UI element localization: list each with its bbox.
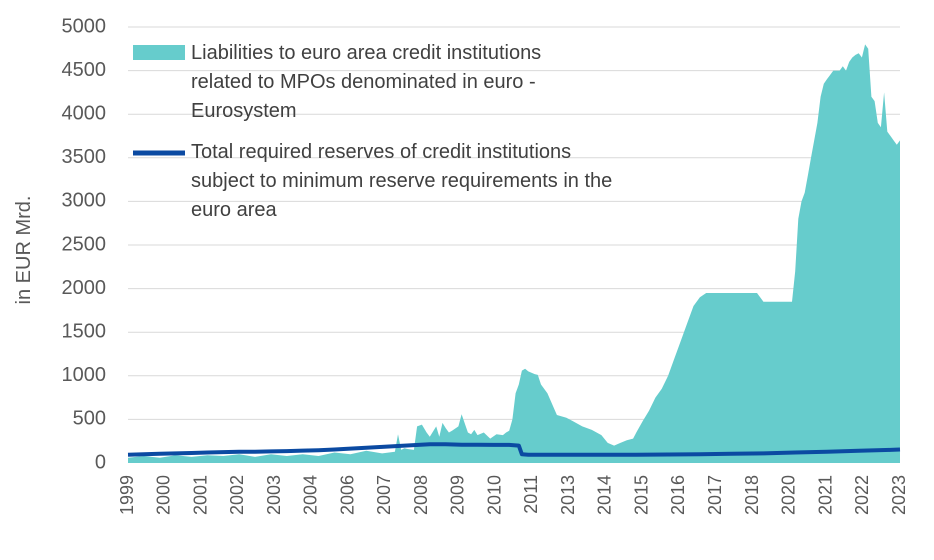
y-tick-label: 3000	[62, 190, 107, 212]
x-tick-label: 2006	[337, 475, 357, 515]
y-tick-label: 0	[95, 451, 106, 473]
legend-swatch-liabilities	[133, 45, 185, 60]
x-tick-label: 2023	[889, 475, 909, 515]
x-tick-label: 2003	[264, 475, 284, 515]
legend-line: related to MPOs denominated in euro -	[191, 71, 536, 93]
y-gridlines	[128, 26, 900, 420]
legend-label-liabilities: Liabilities to euro area credit institut…	[191, 42, 547, 122]
x-tick-label: 2007	[374, 475, 394, 515]
x-tick-label: 2009	[448, 475, 468, 515]
x-tick-label: 2008	[411, 475, 431, 515]
x-ticks: 1999 2000 2001 2002 2003 2004 2006 2007 2008 2009…	[117, 475, 909, 515]
x-tick-label: 2000	[154, 475, 174, 515]
x-tick-label: 2014	[595, 475, 615, 515]
y-tick-label: 1000	[62, 364, 107, 386]
x-tick-label: 2017	[705, 475, 725, 515]
legend: Liabilities to euro area credit institut…	[133, 42, 618, 221]
legend-line: Eurosystem	[191, 100, 297, 122]
x-tick-label: 2011	[521, 475, 541, 514]
x-tick-label: 1999	[117, 475, 137, 515]
y-tick-label: 2000	[62, 277, 107, 299]
y-tick-label: 500	[73, 408, 106, 430]
x-tick-label: 2002	[227, 475, 247, 515]
area-liabilities	[128, 44, 900, 464]
x-tick-label: 2021	[815, 475, 835, 515]
x-tick-label: 2016	[668, 475, 688, 515]
y-tick-label: 4000	[62, 102, 107, 124]
legend-line: euro area	[191, 199, 277, 221]
x-tick-label: 2004	[301, 475, 321, 515]
line-required-reserves	[127, 442, 901, 457]
legend-line: subject to minimum reserve requirements …	[191, 170, 612, 192]
y-axis-label: in EUR Mrd.	[13, 196, 35, 305]
legend-line: Liabilities to euro area credit institut…	[191, 42, 541, 64]
area-series	[128, 44, 900, 464]
legend-line: Total required reserves of credit instit…	[191, 141, 571, 163]
x-tick-label: 2015	[631, 475, 651, 515]
y-tick-label: 4500	[62, 59, 107, 81]
line-series	[127, 442, 901, 457]
y-ticks: 0 500 1000 1500 2000 2500 3000 3500 4000 4500 5000	[62, 15, 107, 473]
x-tick-label: 2020	[778, 475, 798, 515]
y-tick-label: 1500	[62, 320, 107, 342]
x-tick-label: 2001	[190, 475, 210, 515]
x-tick-label: 2022	[852, 475, 872, 515]
y-tick-label: 3500	[62, 146, 107, 168]
y-tick-label: 5000	[62, 15, 107, 37]
x-tick-label: 2018	[742, 475, 762, 515]
legend-label-required-reserves: Total required reserves of credit instit…	[191, 141, 618, 221]
x-tick-label: 2013	[558, 475, 578, 515]
x-tick-label: 2010	[484, 475, 504, 515]
y-tick-label: 2500	[62, 233, 107, 255]
